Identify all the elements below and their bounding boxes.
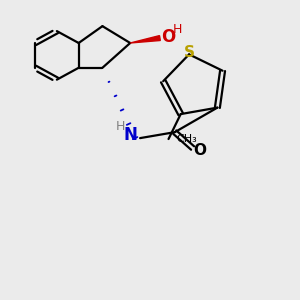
Text: S: S <box>184 45 195 60</box>
Text: CH₃: CH₃ <box>176 134 197 144</box>
Polygon shape <box>130 36 160 43</box>
Text: N: N <box>123 126 137 144</box>
Text: O: O <box>193 142 206 158</box>
Text: H: H <box>116 120 125 133</box>
Text: H: H <box>173 22 182 36</box>
Text: O: O <box>161 28 175 46</box>
